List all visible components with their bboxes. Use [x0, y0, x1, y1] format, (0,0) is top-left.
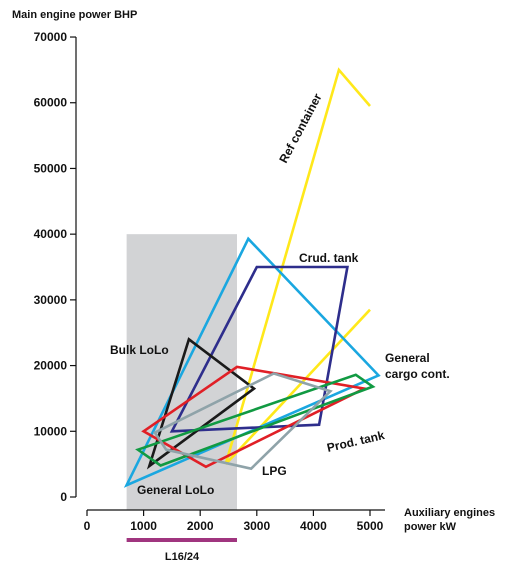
x-tick-label: 2000 — [187, 519, 214, 533]
x-tick-label: 4000 — [300, 519, 327, 533]
series-line-6 — [135, 373, 376, 467]
annotation-crud-tank: Crud. tank — [299, 251, 359, 265]
series-line-0 — [224, 67, 371, 465]
annotation-bulk-lolo: Bulk LoLo — [110, 343, 169, 357]
y-tick-label: 70000 — [34, 30, 68, 44]
y-tick-label: 20000 — [34, 359, 68, 373]
series-layer — [123, 67, 381, 488]
x-tick-label: 5000 — [357, 519, 384, 533]
y-tick-label: 50000 — [34, 161, 68, 175]
y-tick-label: 30000 — [34, 293, 68, 307]
y-tick-label: 10000 — [34, 424, 68, 438]
x-axis-title-line1: Auxiliary engines — [404, 507, 495, 519]
annotation-general-line2: cargo cont. — [385, 367, 450, 381]
annotation-general-line1: General — [385, 351, 430, 365]
y-tick-label: 0 — [60, 490, 67, 504]
x-ticks: 0 1000 2000 3000 4000 5000 — [84, 510, 384, 533]
annotation-general-lolo: General LoLo — [137, 483, 214, 497]
annotation-ref-container: Ref container — [276, 91, 325, 166]
y-axis-title: Main engine power BHP — [12, 9, 137, 21]
series-line-1 — [224, 308, 371, 465]
range-bar-label: L16/24 — [165, 551, 200, 563]
y-tick-label: 40000 — [34, 227, 68, 241]
range-bar — [126, 538, 237, 542]
x-tick-label: 3000 — [243, 519, 270, 533]
annotation-prod-tank: Prod. tank — [326, 428, 387, 455]
x-axis-title-line2: power kW — [404, 521, 457, 533]
series-line-3 — [169, 265, 349, 433]
series-line-7 — [153, 372, 333, 471]
x-tick-label: 0 — [84, 519, 91, 533]
y-tick-label: 60000 — [34, 96, 68, 110]
x-tick-label: 1000 — [130, 519, 157, 533]
annotation-lpg: LPG — [262, 464, 287, 478]
y-ticks: 0 10000 20000 30000 40000 50000 60000 70000 — [34, 30, 76, 504]
